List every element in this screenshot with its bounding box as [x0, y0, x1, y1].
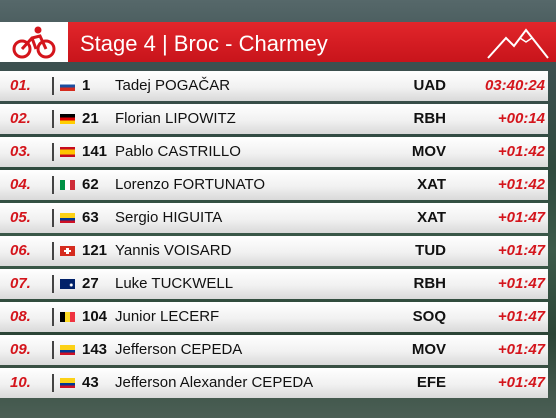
- time: +01:42: [497, 143, 545, 160]
- flag: [60, 378, 75, 388]
- flag: [60, 279, 75, 289]
- rider-name: Tadej POGAČAR: [115, 77, 231, 94]
- separator: [52, 275, 54, 293]
- flag: [60, 312, 75, 322]
- team-code: XAT: [417, 209, 446, 226]
- rank: 02.: [10, 110, 31, 127]
- team-code: TUD: [415, 242, 446, 259]
- time: +01:47: [497, 242, 545, 259]
- result-row: 10. 43 Jefferson Alexander CEPEDA EFE +01:47: [0, 368, 548, 398]
- rider-name: Jefferson Alexander CEPEDA: [115, 374, 314, 391]
- result-row: 04. 62 Lorenzo FORTUNATO XAT +01:42: [0, 170, 548, 200]
- rider-number: 121: [82, 242, 108, 259]
- flag: [60, 180, 75, 190]
- rank: 05.: [10, 209, 31, 226]
- separator: [52, 374, 54, 392]
- rider-name: Luke TUCKWELL: [115, 275, 234, 292]
- header-bar: Stage 4 | Broc - Charmey: [0, 22, 556, 62]
- rider-number: 43: [82, 374, 99, 391]
- team-code: XAT: [417, 176, 446, 193]
- time: +01:47: [497, 209, 545, 226]
- flag: [60, 81, 75, 91]
- time: 03:40:24: [484, 77, 545, 94]
- time: +01:47: [497, 341, 545, 358]
- rider-number: 63: [82, 209, 99, 226]
- separator: [52, 341, 54, 359]
- result-row: 08. 104 Junior LECERF SOQ +01:47: [0, 302, 548, 332]
- separator: [52, 110, 54, 128]
- flag: [60, 213, 75, 223]
- result-row: 05. 63 Sergio HIGUITA XAT +01:47: [0, 203, 548, 233]
- team-code: EFE: [416, 374, 446, 391]
- mountain-icon: [487, 28, 549, 59]
- result-row: 09. 143 Jefferson CEPEDA MOV +01:47: [0, 335, 548, 365]
- stage-title: Stage 4 | Broc - Charmey: [80, 31, 328, 56]
- team-code: SOQ: [412, 308, 446, 325]
- team-code: MOV: [411, 143, 446, 160]
- separator: [52, 209, 54, 227]
- rider-number: 1: [82, 77, 91, 94]
- rider-number: 104: [82, 308, 108, 325]
- flag: [60, 345, 75, 355]
- time: +01:42: [497, 176, 545, 193]
- rank: 10.: [10, 374, 31, 391]
- rider-number: 141: [82, 143, 108, 160]
- team-code: RBH: [413, 110, 447, 127]
- separator: [52, 176, 54, 194]
- rider-name: Sergio HIGUITA: [115, 209, 223, 226]
- team-code: RBH: [413, 275, 447, 292]
- rank: 06.: [10, 242, 31, 259]
- rank: 04.: [10, 176, 31, 193]
- flag: [60, 246, 75, 256]
- rider-name: Junior LECERF: [115, 308, 220, 325]
- rider-name: Lorenzo FORTUNATO: [115, 176, 266, 193]
- rider-number: 21: [82, 110, 99, 127]
- rank: 03.: [10, 143, 31, 160]
- result-row: 03. 141 Pablo CASTRILLO MOV +01:42: [0, 137, 548, 167]
- result-row: 07. 27 Luke TUCKWELL RBH +01:47: [0, 269, 548, 299]
- cyclist-icon: [0, 22, 68, 62]
- separator: [52, 143, 54, 161]
- time: +01:47: [497, 308, 545, 325]
- rider-name: Jefferson CEPEDA: [115, 341, 243, 358]
- time: +01:47: [497, 275, 545, 292]
- result-row: 01. 1 Tadej POGAČAR UAD 03:40:24: [0, 71, 548, 101]
- team-code: MOV: [411, 341, 446, 358]
- separator: [52, 308, 54, 326]
- rank: 09.: [10, 341, 31, 358]
- rider-number: 27: [82, 275, 99, 292]
- rider-number: 143: [82, 341, 108, 358]
- rider-number: 62: [82, 176, 99, 193]
- separator: [52, 77, 54, 95]
- rider-name: Yannis VOISARD: [115, 242, 232, 259]
- flag: [60, 147, 75, 157]
- separator: [52, 242, 54, 260]
- time: +01:47: [497, 374, 545, 391]
- rider-name: Florian LIPOWITZ: [115, 110, 236, 127]
- icon: [12, 26, 56, 59]
- team-code: UAD: [413, 77, 447, 94]
- rank: 01.: [10, 77, 31, 94]
- result-row: 02. 21 Florian LIPOWITZ RBH +00:14: [0, 104, 548, 134]
- result-row: 06. 121 Yannis VOISARD TUD +01:47: [0, 236, 548, 266]
- time: +00:14: [497, 110, 545, 127]
- rider-name: Pablo CASTRILLO: [115, 143, 241, 160]
- rank: 07.: [10, 275, 31, 292]
- flag: [60, 114, 75, 124]
- rank: 08.: [10, 308, 31, 325]
